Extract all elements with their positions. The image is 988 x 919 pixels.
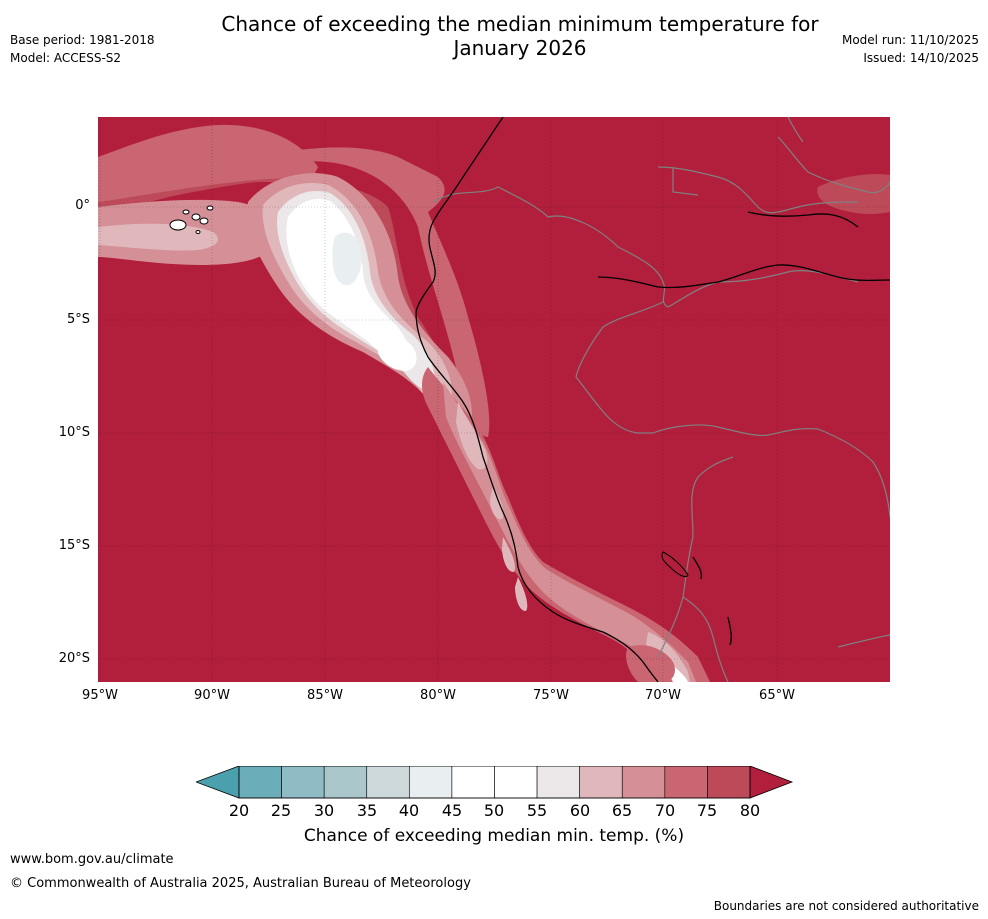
coastline [415, 117, 890, 682]
contour-60-west [98, 223, 218, 251]
lon-label-90w: 90°W [194, 688, 230, 703]
contour-60-coast-spots [456, 402, 528, 612]
colorbar-cell [621, 766, 666, 799]
lake-titicaca [661, 551, 689, 578]
lat-label-5s: 5°S [66, 312, 90, 327]
cbar-tick-25: 25 [270, 801, 292, 820]
ocean-contours [98, 124, 890, 682]
colorbar-over-arrow [749, 766, 794, 799]
contour-45-core [332, 232, 362, 286]
copyright-notice: © Commonwealth of Australia 2025, Austra… [10, 876, 471, 891]
cbar-tick-30: 30 [313, 801, 335, 820]
lon-label-70w: 70°W [645, 688, 681, 703]
colorbar [196, 766, 794, 799]
lat-label-15s: 15°S [58, 538, 90, 553]
colorbar-under-arrow [196, 766, 240, 799]
colorbar-cell [409, 766, 453, 799]
lat-label-0: 0° [75, 198, 90, 213]
colorbar-cell [451, 766, 495, 799]
colorbar-cell [707, 766, 751, 799]
contour-70-bottom [626, 645, 675, 682]
colorbar-cell [238, 766, 282, 799]
colorbar-cell [494, 766, 538, 799]
country-borders [432, 117, 890, 682]
cbar-tick-75: 75 [696, 801, 718, 820]
graticule [98, 117, 890, 682]
map-title: Chance of exceeding the median minimum t… [150, 12, 890, 60]
probability-map [98, 117, 890, 682]
issued-date: Issued: 14/10/2025 [863, 51, 979, 65]
model-run: Model run: 11/10/2025 [841, 33, 979, 47]
lon-label-80w: 80°W [420, 688, 456, 703]
cbar-tick-35: 35 [356, 801, 378, 820]
colorbar-cell [281, 766, 325, 799]
cbar-tick-50: 50 [483, 801, 505, 820]
contour-75-ne [817, 174, 890, 215]
colorbar-cell [664, 766, 708, 799]
cbar-tick-40: 40 [398, 801, 420, 820]
cbar-tick-70: 70 [654, 801, 676, 820]
model-name: Model: ACCESS-S2 [10, 51, 122, 65]
colorbar-frame [238, 766, 751, 799]
base-period: Base period: 1981-2018 [10, 33, 155, 47]
title-line-2: January 2026 [453, 36, 587, 60]
bom-url[interactable]: www.bom.gov.au/climate [10, 852, 174, 867]
boundaries-disclaimer: Boundaries are not considered authoritat… [713, 899, 979, 913]
colorbar-label: Chance of exceeding median min. temp. (%… [303, 826, 685, 846]
colorbar-cell [579, 766, 623, 799]
cbar-tick-60: 60 [569, 801, 591, 820]
title-line-1: Chance of exceeding the median minimum t… [221, 12, 819, 36]
lat-label-10s: 10°S [58, 425, 90, 440]
lat-label-20s: 20°S [58, 651, 90, 666]
colorbar-cell [323, 766, 368, 799]
colorbar-cell [366, 766, 410, 799]
colorbar-cell [536, 766, 580, 799]
cbar-tick-80: 80 [739, 801, 761, 820]
contour-50-south [378, 335, 417, 371]
lon-label-95w: 95°W [82, 688, 118, 703]
cbar-tick-55: 55 [526, 801, 548, 820]
galapagos-islands [169, 205, 214, 234]
lon-label-85w: 85°W [307, 688, 343, 703]
cbar-tick-20: 20 [228, 801, 250, 820]
lon-label-75w: 75°W [533, 688, 569, 703]
cbar-tick-65: 65 [611, 801, 633, 820]
lon-label-65w: 65°W [759, 688, 795, 703]
cbar-tick-45: 45 [441, 801, 463, 820]
